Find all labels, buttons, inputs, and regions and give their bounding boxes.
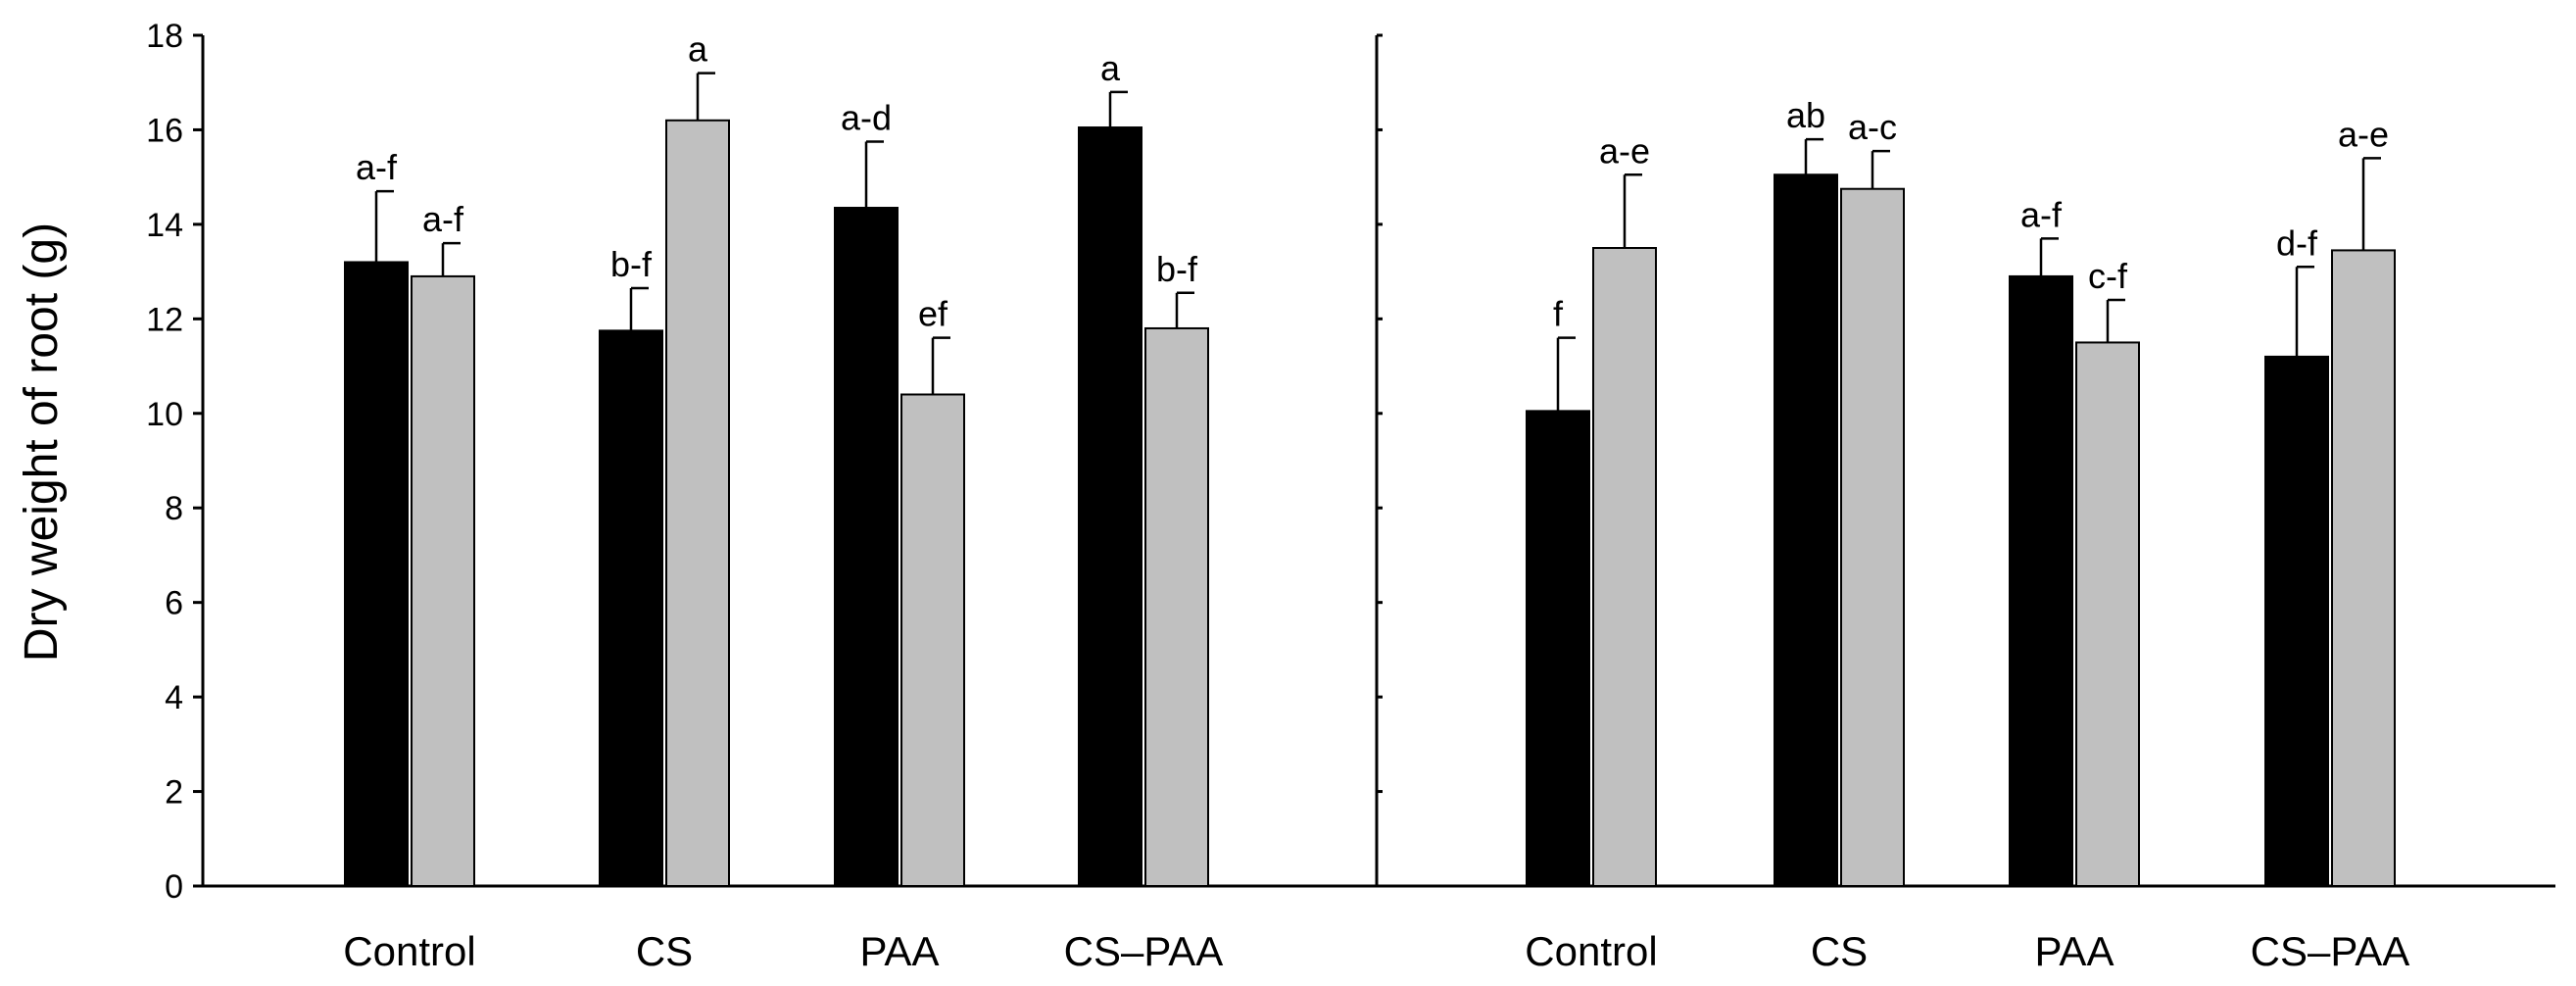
bar-gray [2331, 249, 2396, 887]
bar-gray [665, 119, 730, 888]
significance-letter: a-c [1848, 107, 1897, 147]
significance-letter: a-e [1599, 130, 1650, 171]
bar-black [599, 329, 663, 887]
y-axis-label: Dry weight of root (g) [16, 222, 68, 662]
significance-letter: f [1553, 294, 1564, 334]
category-label: PAA [860, 928, 940, 974]
y-tick-label: 2 [165, 774, 183, 812]
y-tick-label: 18 [146, 18, 183, 55]
y-tick-label: 8 [165, 490, 183, 527]
significance-letter: a-f [2020, 194, 2063, 234]
category-label: PAA [2035, 928, 2114, 974]
bars-layer [344, 72, 2396, 888]
y-tick-label: 14 [146, 207, 183, 244]
y-tick-label: 0 [165, 868, 183, 906]
y-tick-label: 12 [146, 301, 183, 338]
category-label: Control [1525, 928, 1657, 974]
significance-letter: d-f [2276, 222, 2318, 263]
significance-letter: a-e [2338, 114, 2389, 154]
y-tick-label: 6 [165, 585, 183, 622]
bar-black [344, 261, 409, 887]
significance-letter: a-f [422, 199, 464, 239]
bar-black [1078, 126, 1142, 888]
category-label: CS [1811, 928, 1868, 974]
bar-black [2264, 355, 2329, 887]
category-label: CS–PAA [1064, 928, 1224, 974]
bar-gray [1144, 326, 1209, 887]
category-label: CS [636, 928, 693, 974]
category-label: Control [343, 928, 475, 974]
y-ticks: 0 2 4 6 8 10 12 14 16 18 [146, 18, 1383, 906]
y-tick-label: 10 [146, 396, 183, 433]
bar-black [1774, 173, 1838, 887]
y-tick-label: 16 [146, 112, 183, 149]
bar-gray [1840, 187, 1905, 887]
significance-letter: c-f [2088, 256, 2128, 296]
labels-layer: Control a-f a-f CS b-f a PAA a-d ef CS–PAA a b-f Con… [343, 29, 2409, 974]
y-tick-label: 4 [165, 679, 183, 716]
bar-black [1526, 410, 1590, 887]
significance-letter: a [688, 29, 708, 70]
bar-gray [900, 393, 965, 887]
bar-gray [411, 274, 475, 887]
significance-letter: b-f [610, 244, 653, 284]
bar-black [834, 207, 899, 887]
significance-letter: ef [918, 294, 948, 334]
bar-gray [2075, 341, 2140, 887]
significance-letter: a [1100, 48, 1121, 88]
bar-black [2009, 274, 2073, 887]
significance-letter: ab [1786, 95, 1825, 135]
significance-letter: a-d [841, 98, 892, 138]
category-label: CS–PAA [2251, 928, 2410, 974]
bar-gray [1592, 247, 1657, 887]
significance-letter: a-f [356, 147, 398, 187]
significance-letter: b-f [1156, 249, 1198, 289]
